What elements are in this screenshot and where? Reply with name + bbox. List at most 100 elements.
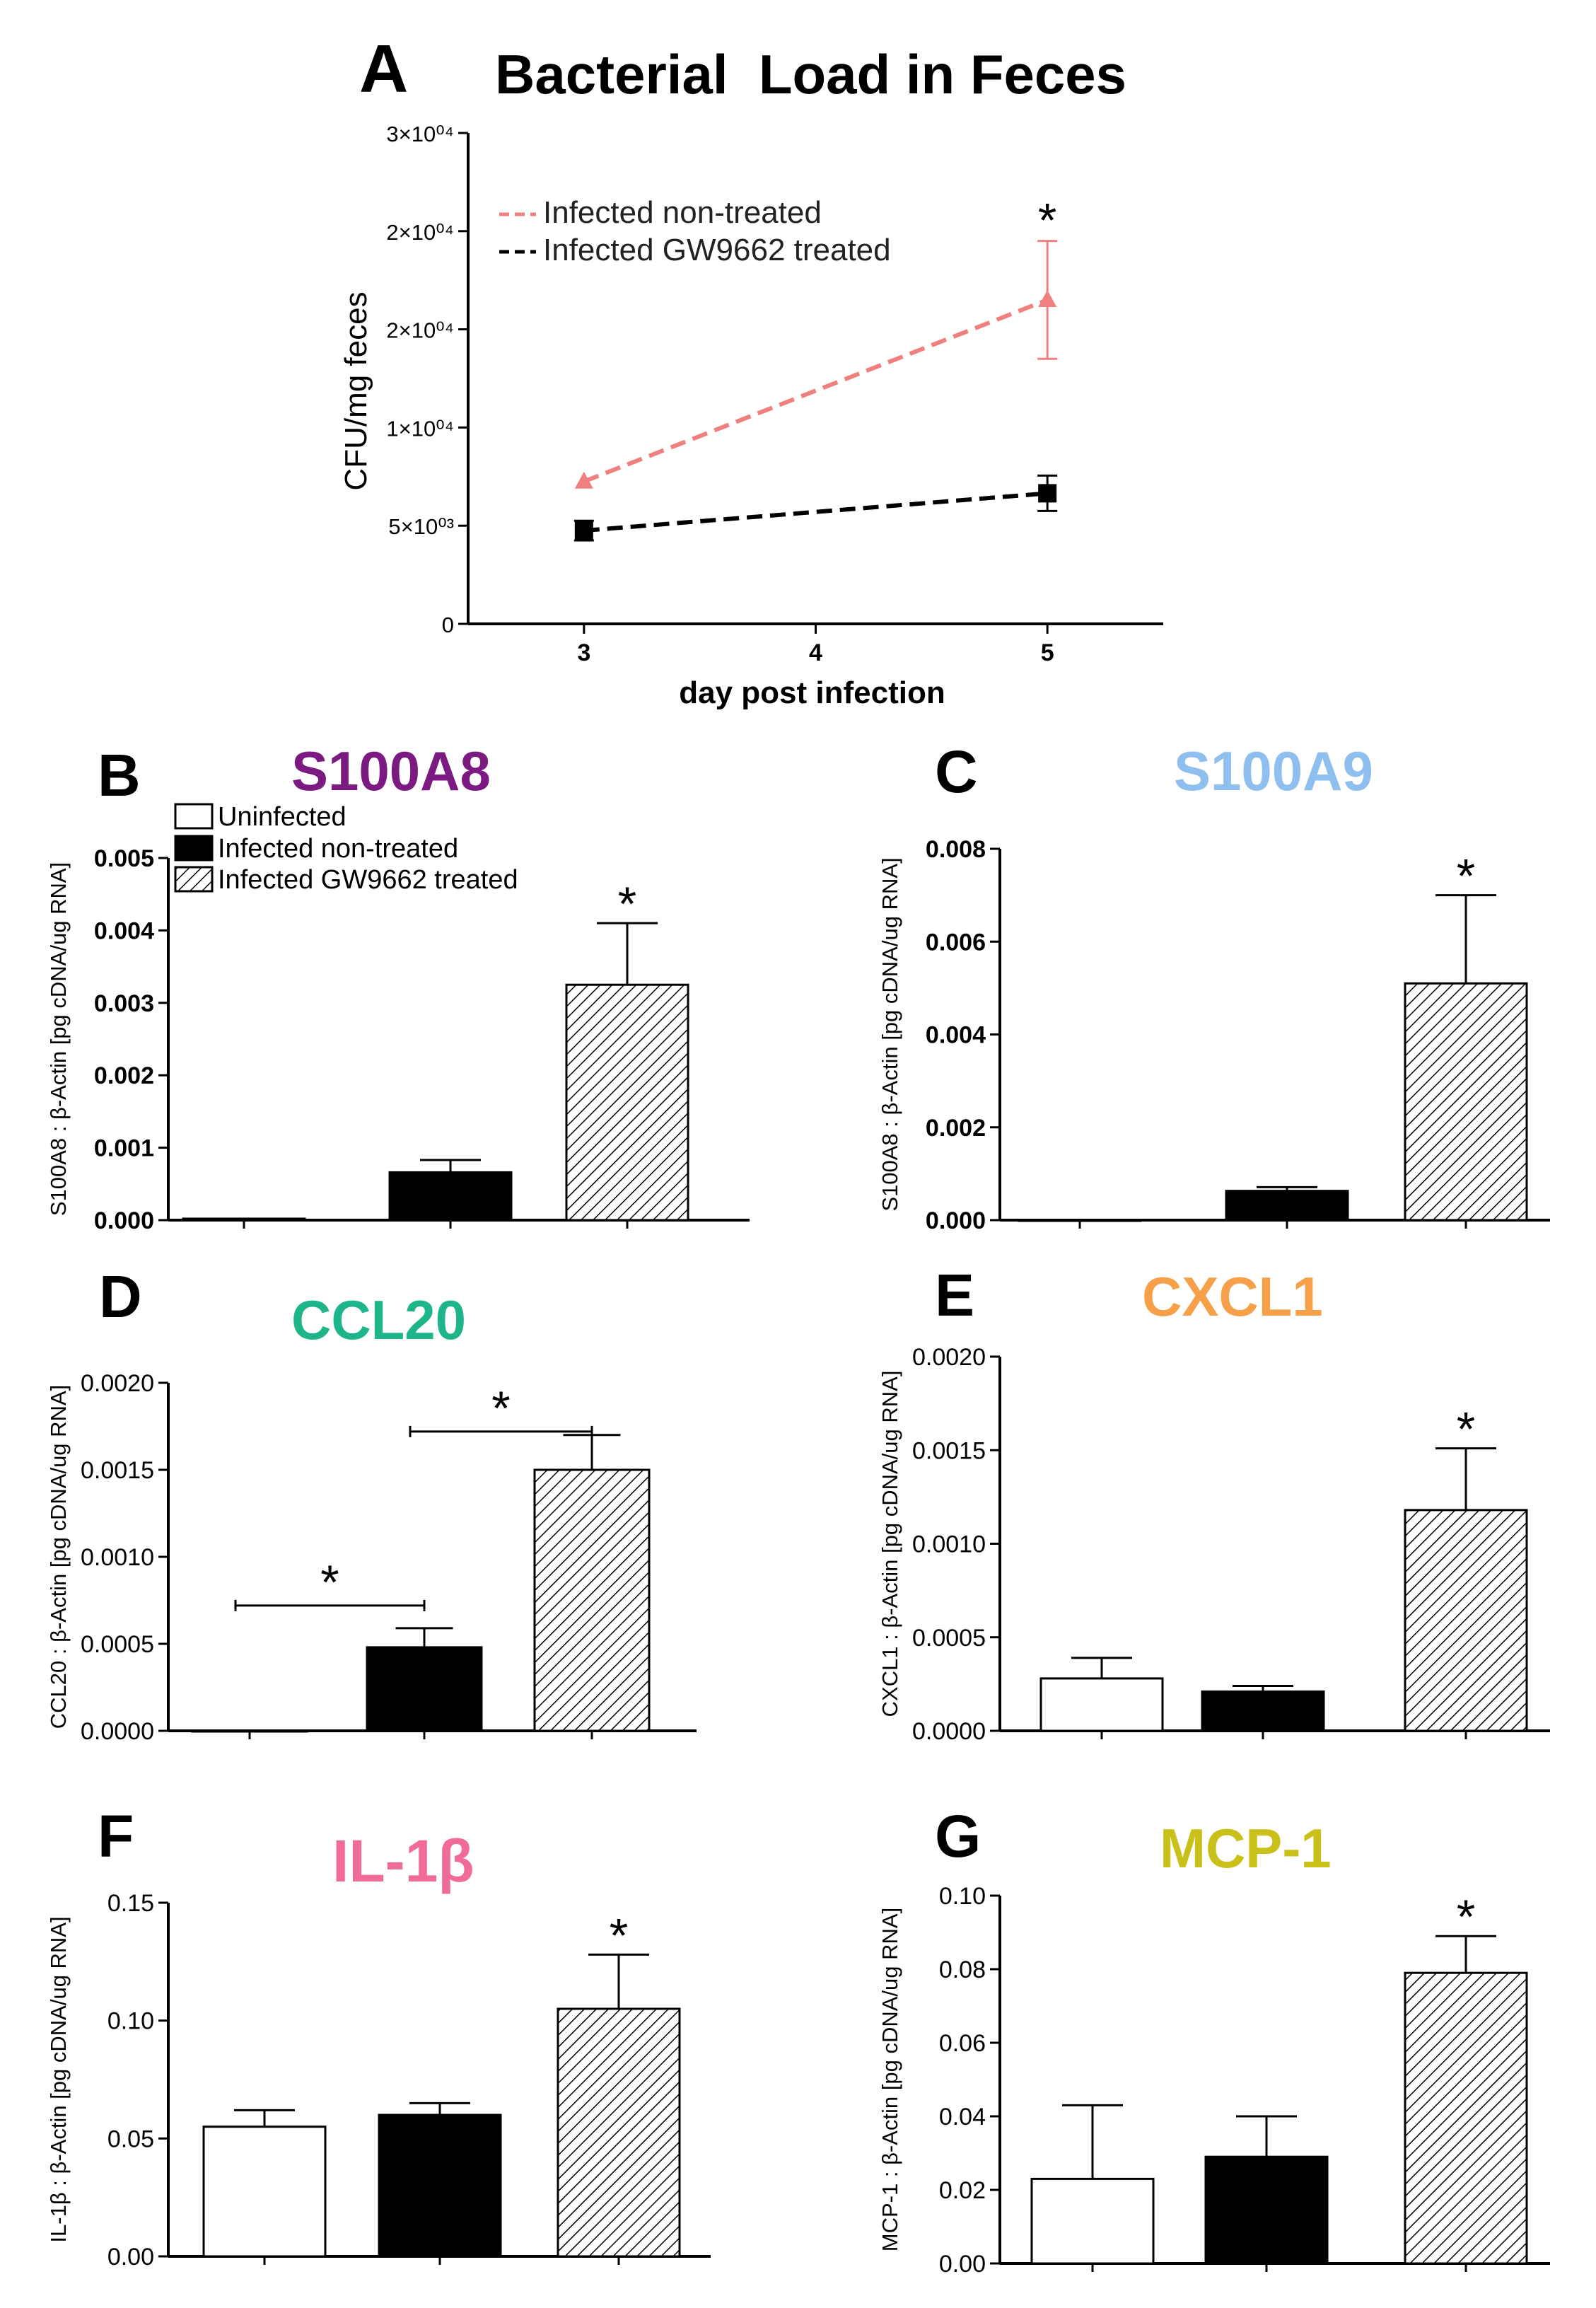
- y-tick-label-b: 0.000: [94, 1207, 154, 1234]
- legend-label-a: Infected non-treated: [543, 195, 822, 230]
- y-tick-label-e: 0.0000: [912, 1718, 986, 1745]
- y-tick-label-f: 0.00: [107, 2244, 154, 2271]
- chart-d: 0.0000 0.0005 0.0010 0.0015 0.0020 * * CCL20 : …: [46, 1370, 697, 1745]
- y-axis-label-e: CXCL1 : β-Actin [pg cDNA/ug RNA]: [878, 1371, 902, 1717]
- bar-g: [1030, 2177, 1155, 2265]
- significance-star-e: *: [1457, 1403, 1475, 1456]
- bar-legend: Uninfected Infected non-treated Infected…: [174, 802, 518, 895]
- y-tick-label-b: 0.003: [94, 990, 154, 1017]
- panel-title-c: S100A9: [1174, 740, 1373, 802]
- y-tick-label-b: 0.005: [94, 845, 154, 872]
- significance-star-f: *: [610, 1908, 628, 1962]
- bar-b: [182, 1217, 306, 1222]
- y-tick-label-e: 0.0015: [912, 1437, 986, 1464]
- panel-letter-a: A: [359, 31, 408, 107]
- bracket-star-d: *: [491, 1381, 510, 1435]
- chart-c: 0.000 0.002 0.004 0.006 0.008 * S100A8 : β-Act…: [878, 836, 1550, 1234]
- y-tick-label-a: 1×10⁰⁴: [386, 416, 454, 441]
- data-point-a: [574, 521, 593, 540]
- data-point-a: [1038, 289, 1057, 307]
- y-tick-label-d: 0.0000: [81, 1718, 154, 1745]
- y-axis-label-g: MCP-1 : β-Actin [pg cDNA/ug RNA]: [878, 1908, 902, 2251]
- bar-c: [1018, 1219, 1142, 1222]
- y-tick-label-e: 0.0010: [912, 1531, 986, 1558]
- y-tick-label-f: 0.05: [107, 2126, 154, 2152]
- y-tick-label-d: 0.0005: [81, 1631, 154, 1658]
- y-tick-label-a: 5×10⁰³: [388, 514, 454, 539]
- x-axis-label-a: day post infection: [679, 675, 945, 710]
- y-tick-label-g: 0.08: [939, 1956, 986, 1983]
- y-tick-label-a: 3×10⁰⁴: [386, 122, 454, 146]
- legend-label-gw9662: Infected GW9662 treated: [218, 865, 518, 895]
- y-tick-label-c: 0.006: [926, 929, 986, 956]
- plot-layer: 0 5×10⁰³ 1×10⁰⁴ 2×10⁰⁴ 2×10⁰⁴ 3×10⁰⁴ 3 4 5 day po…: [46, 122, 1550, 2278]
- chart-b: 0.000 0.001 0.002 0.003 0.004 0.005 * S100A8 : …: [46, 845, 750, 1234]
- bar-g: [1204, 2155, 1329, 2265]
- y-tick-label-g: 0.02: [939, 2177, 986, 2204]
- panel-letter-g: G: [935, 1803, 981, 1869]
- x-tick-label-a: 3: [577, 639, 590, 666]
- legend-label-uninfected: Uninfected: [218, 802, 346, 832]
- bar-b: [565, 983, 689, 1222]
- panel-title-d: CCL20: [291, 1289, 466, 1351]
- bar-g: [1404, 1971, 1528, 2265]
- data-point-a: [1038, 484, 1057, 503]
- y-tick-label-f: 0.15: [107, 1890, 154, 1917]
- panel-letter-e: E: [935, 1262, 974, 1328]
- y-tick-label-e: 0.0020: [912, 1344, 986, 1371]
- y-axis-label-b: S100A8 : β-Actin [pg cDNA/ug RNA]: [46, 862, 71, 1216]
- y-tick-label-g: 0.06: [939, 2030, 986, 2057]
- y-tick-label-c: 0.004: [926, 1022, 986, 1049]
- y-tick-label-g: 0.04: [939, 2104, 986, 2130]
- significance-star-b: *: [618, 877, 636, 931]
- y-axis-label-c: S100A8 : β-Actin [pg cDNA/ug RNA]: [878, 857, 902, 1211]
- x-tick-label-a: 5: [1041, 639, 1054, 666]
- y-tick-label-d: 0.0015: [81, 1457, 154, 1484]
- y-axis-label-d: CCL20 : β-Actin [pg cDNA/ug RNA]: [46, 1385, 71, 1729]
- bar-f: [378, 2113, 502, 2258]
- y-tick-label-d: 0.0010: [81, 1544, 154, 1571]
- bracket-star-d: *: [320, 1555, 339, 1609]
- y-axis-label-a: CFU/mg feces: [339, 291, 373, 490]
- y-tick-label-c: 0.002: [926, 1115, 986, 1142]
- panel-title-g: MCP-1: [1160, 1817, 1332, 1879]
- bar-f: [557, 2007, 681, 2258]
- y-tick-label-c: 0.000: [926, 1207, 986, 1234]
- significance-star-a: *: [1038, 194, 1056, 248]
- y-tick-label-b: 0.001: [94, 1135, 154, 1162]
- significance-star-c: *: [1457, 849, 1475, 903]
- legend-swatch-infected: [174, 835, 214, 862]
- y-tick-label-c: 0.008: [926, 836, 986, 863]
- bar-e: [1201, 1690, 1325, 1732]
- series-line-a: [583, 491, 1048, 533]
- y-tick-label-f: 0.10: [107, 2008, 154, 2035]
- bar-d: [533, 1468, 651, 1732]
- panel-title-e: CXCL1: [1142, 1265, 1323, 1328]
- panel-letter-d: D: [99, 1263, 142, 1330]
- panel-letter-b: B: [98, 742, 141, 808]
- bar-c: [1404, 982, 1528, 1222]
- chart-g: 0.00 0.02 0.04 0.06 0.08 0.10 * MCP-1 : β-Actin…: [878, 1883, 1550, 2278]
- panel-title-a: Bacterial Load in Feces: [495, 43, 1126, 105]
- y-tick-label-g: 0.00: [939, 2251, 986, 2278]
- series-line-a: [583, 298, 1049, 484]
- legend-label-a: Infected GW9662 treated: [543, 233, 891, 267]
- panel-letter-c: C: [935, 738, 978, 805]
- bar-c: [1225, 1190, 1349, 1222]
- x-tick-label-a: 4: [809, 639, 822, 666]
- bar-d: [191, 1729, 308, 1733]
- legend-swatch-uninfected: [174, 803, 214, 830]
- y-tick-label-g: 0.10: [939, 1883, 986, 1910]
- bar-e: [1404, 1509, 1528, 1732]
- y-axis-label-f: IL-1β : β-Actin [pg cDNA/ug RNA]: [46, 1916, 71, 2242]
- bar-e: [1039, 1677, 1164, 1732]
- y-tick-label-b: 0.004: [94, 917, 154, 944]
- y-tick-label-b: 0.002: [94, 1062, 154, 1089]
- panel-title-b: S100A8: [291, 740, 491, 802]
- y-tick-label-d: 0.0020: [81, 1370, 154, 1397]
- y-tick-label-a: 0: [442, 613, 454, 637]
- significance-star-g: *: [1457, 1890, 1475, 1944]
- chart-f: 0.00 0.05 0.10 0.15 * IL-1β : β-Actin [pg cDN…: [46, 1890, 711, 2271]
- data-point-a: [574, 471, 593, 489]
